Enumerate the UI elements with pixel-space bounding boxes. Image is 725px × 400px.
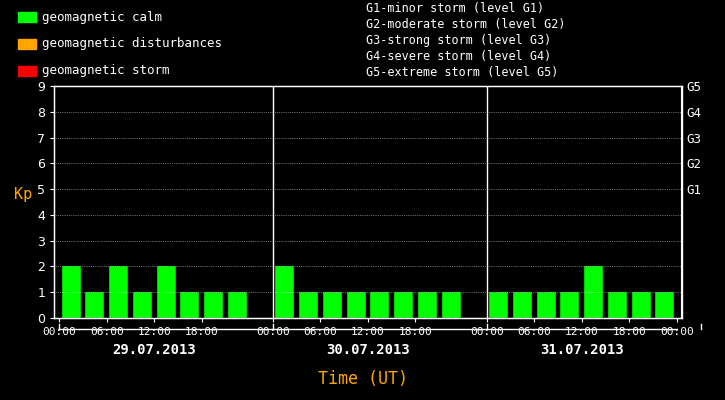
Bar <box>394 292 413 318</box>
Bar <box>347 292 365 318</box>
Bar <box>204 292 223 318</box>
Bar <box>17 66 36 76</box>
Text: geomagnetic calm: geomagnetic calm <box>42 11 162 24</box>
Bar <box>608 292 627 318</box>
Text: 29.07.2013: 29.07.2013 <box>112 343 196 357</box>
Text: 30.07.2013: 30.07.2013 <box>326 343 410 357</box>
Y-axis label: Kp: Kp <box>14 187 33 202</box>
Bar <box>323 292 341 318</box>
Text: 31.07.2013: 31.07.2013 <box>540 343 624 357</box>
Bar <box>513 292 532 318</box>
Text: G4-severe storm (level G4): G4-severe storm (level G4) <box>366 50 551 63</box>
Bar <box>442 292 460 318</box>
Bar <box>17 12 36 22</box>
Bar <box>536 292 555 318</box>
Bar <box>489 292 508 318</box>
Bar <box>276 266 294 318</box>
Text: G3-strong storm (level G3): G3-strong storm (level G3) <box>366 34 551 47</box>
Bar <box>655 292 674 318</box>
Bar <box>631 292 650 318</box>
Bar <box>370 292 389 318</box>
Text: geomagnetic storm: geomagnetic storm <box>42 64 170 77</box>
Text: G1-minor storm (level G1): G1-minor storm (level G1) <box>366 2 544 15</box>
Bar <box>62 266 80 318</box>
Bar <box>418 292 437 318</box>
Text: geomagnetic disturbances: geomagnetic disturbances <box>42 38 223 50</box>
Bar <box>109 266 128 318</box>
Bar <box>157 266 175 318</box>
Bar <box>560 292 579 318</box>
Bar <box>86 292 104 318</box>
Text: G5-extreme storm (level G5): G5-extreme storm (level G5) <box>366 66 558 79</box>
Bar <box>584 266 603 318</box>
Bar <box>133 292 152 318</box>
Bar <box>299 292 318 318</box>
Bar <box>17 39 36 49</box>
Text: G2-moderate storm (level G2): G2-moderate storm (level G2) <box>366 18 566 31</box>
Bar <box>181 292 199 318</box>
Bar <box>228 292 247 318</box>
Text: Time (UT): Time (UT) <box>318 370 407 388</box>
